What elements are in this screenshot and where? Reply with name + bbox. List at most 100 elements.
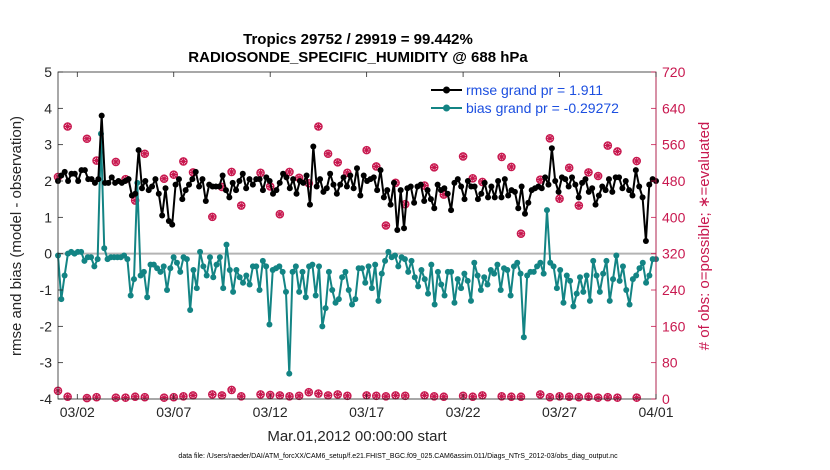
rmse-point xyxy=(444,190,451,197)
rmse-point xyxy=(246,176,253,183)
bias-point xyxy=(349,301,356,308)
rmse-point xyxy=(350,185,357,192)
obs-count-marker xyxy=(545,392,555,402)
bias-point xyxy=(596,288,603,295)
bias-point xyxy=(206,254,213,261)
obs-count-marker xyxy=(294,391,304,401)
bias-point xyxy=(537,259,544,266)
rmse-point xyxy=(138,185,145,192)
obs-evaluated-star xyxy=(546,393,554,401)
obs-count-marker xyxy=(130,392,140,402)
bias-point xyxy=(481,274,488,281)
rmse-point xyxy=(108,174,115,181)
obs-evaluated-star xyxy=(517,393,525,401)
rmse-point xyxy=(95,176,102,183)
rmse-point xyxy=(347,172,354,179)
obs-evaluated-star xyxy=(179,157,187,166)
bias-point xyxy=(494,261,501,268)
obs-count-marker xyxy=(545,134,555,143)
obs-evaluated-star xyxy=(469,393,477,401)
rmse-point xyxy=(622,178,629,184)
bias-point xyxy=(322,305,329,312)
x-tick-label: 04/01 xyxy=(638,404,673,420)
bias-point xyxy=(130,276,137,283)
bias-point xyxy=(560,299,567,306)
obs-count-marker xyxy=(179,157,188,166)
bias-point xyxy=(458,285,465,292)
y-axis-label-left: rmse and bias (model - observation) xyxy=(8,116,25,356)
obs-evaluated-star xyxy=(92,156,101,165)
bias-point xyxy=(319,323,326,330)
rmse-point xyxy=(357,192,364,199)
bias-point xyxy=(639,259,646,266)
obs-count-marker xyxy=(381,221,391,230)
obs-count-marker xyxy=(497,391,506,401)
bias-point xyxy=(557,267,564,274)
bias-point xyxy=(613,252,620,259)
obs-evaluated-star xyxy=(391,391,400,399)
obs-count-marker xyxy=(92,392,101,402)
obs-evaluated-star xyxy=(536,390,544,399)
bias-point xyxy=(259,257,266,264)
bias-point xyxy=(461,270,468,277)
rmse-point xyxy=(179,196,186,203)
obs-count-marker xyxy=(82,134,92,144)
rmse-point xyxy=(300,179,307,186)
rmse-point xyxy=(192,168,199,175)
rmse-point xyxy=(642,237,649,244)
obs-count-marker xyxy=(593,393,603,402)
bias-point xyxy=(454,276,461,283)
bias-point xyxy=(216,254,223,261)
bias-point xyxy=(316,263,323,270)
rmse-point xyxy=(81,167,88,174)
obs-evaluated-star xyxy=(604,393,612,401)
obs-evaluated-star xyxy=(179,392,187,400)
bias-point xyxy=(619,263,626,270)
x-axis-label: Mar.01,2012 00:00:00 start xyxy=(267,428,447,445)
bias-point xyxy=(213,261,220,268)
bias-point xyxy=(223,241,230,248)
obs-evaluated-star xyxy=(334,158,342,166)
x-tick-label: 03/02 xyxy=(60,404,95,420)
y-tick-label-left: 0 xyxy=(44,246,52,262)
obs-evaluated-star xyxy=(584,393,593,401)
bias-point xyxy=(441,292,448,299)
obs-evaluated-star xyxy=(285,168,294,176)
bias-point xyxy=(520,334,527,341)
bias-point xyxy=(342,268,349,275)
rmse-point xyxy=(407,183,414,190)
obs-count-marker xyxy=(285,167,294,177)
rmse-point xyxy=(417,181,424,188)
bias-point xyxy=(101,245,108,252)
obs-count-marker xyxy=(439,392,449,402)
rmse-point xyxy=(98,112,105,119)
obs-evaluated-star xyxy=(613,394,622,402)
rmse-point xyxy=(159,212,166,219)
rmse-point xyxy=(454,176,461,183)
bias-point xyxy=(643,279,650,286)
rmse-point xyxy=(448,207,455,214)
obs-count-marker xyxy=(497,152,506,162)
obs-count-marker xyxy=(613,393,622,402)
rmse-point xyxy=(548,145,555,152)
rmse-point xyxy=(458,183,465,190)
obs-evaluated-star xyxy=(430,163,438,171)
obs-evaluated-star xyxy=(112,394,120,402)
rmse-point xyxy=(562,176,569,183)
bias-point xyxy=(382,257,389,264)
bias-point xyxy=(626,301,633,308)
x-tick-label: 03/22 xyxy=(446,404,481,420)
obs-count-marker xyxy=(217,391,227,400)
obs-evaluated-star xyxy=(256,169,265,177)
obs-evaluated-star xyxy=(420,181,429,190)
obs-evaluated-star xyxy=(343,169,351,177)
rmse-point xyxy=(61,168,68,175)
bias-point xyxy=(140,268,147,275)
obs-evaluated-star xyxy=(276,210,284,218)
x-tick-label: 03/27 xyxy=(542,404,577,420)
rmse-point xyxy=(172,181,179,188)
chart-subtitle: RADIOSONDE_SPECIFIC_HUMIDITY @ 688 hPa xyxy=(188,49,528,66)
obs-evaluated-star xyxy=(141,393,149,401)
obs-evaluated-star xyxy=(295,174,303,182)
bias-point xyxy=(124,256,131,263)
